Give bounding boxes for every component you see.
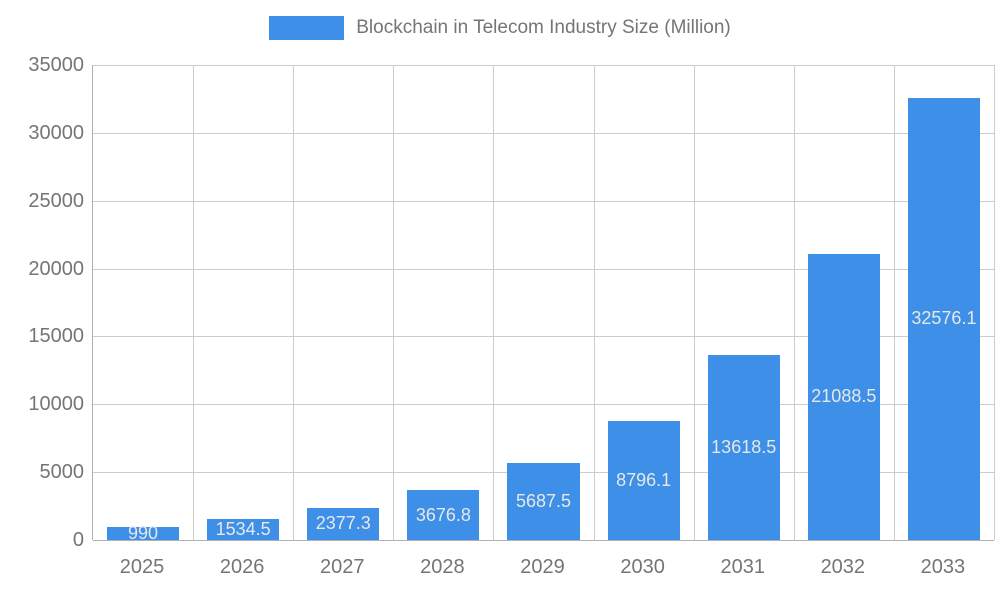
category-separator	[893, 65, 895, 540]
x-tick-label: 2028	[420, 556, 465, 578]
bar: 21088.5	[807, 253, 880, 540]
gridline	[93, 65, 994, 66]
y-tick-label: 20000	[28, 257, 84, 280]
y-tick-label: 5000	[39, 461, 85, 484]
bar-value-label: 32576.1	[911, 308, 977, 329]
gridline	[93, 268, 994, 270]
category-separator	[793, 65, 795, 540]
bar-value-label: 5687.5	[515, 490, 572, 511]
y-tick-label: 10000	[28, 393, 84, 416]
gridline	[93, 200, 994, 202]
bar: 13618.5	[707, 355, 780, 540]
category-separator	[293, 65, 295, 540]
bar-value-label: 1534.5	[215, 519, 271, 540]
x-axis: 2025 2026 2027 2028 2029 2030 2031 2032 2033	[92, 552, 993, 582]
legend: Blockchain in Telecom Industry Size (Mil…	[0, 16, 1000, 40]
bar: 5687.5	[507, 462, 580, 540]
bar-value-label: 8796.1	[616, 469, 672, 490]
y-tick-label: 30000	[28, 121, 84, 144]
category-separator	[493, 65, 495, 540]
x-axis-line	[93, 540, 994, 541]
bar: 990	[107, 523, 180, 543]
x-tick-label: 2027	[320, 556, 365, 578]
y-tick-label: 0	[72, 529, 84, 551]
x-tick-label: 2031	[720, 556, 765, 578]
gridline	[93, 404, 994, 406]
x-tick-label: 2030	[620, 556, 665, 578]
bar-value-label: 3676.8	[415, 504, 471, 525]
bar-value-label: 13618.5	[711, 437, 777, 458]
x-tick-label: 2033	[920, 556, 966, 578]
category-separator	[693, 65, 695, 540]
category-separator	[994, 65, 995, 540]
bar: 32576.1	[907, 97, 980, 540]
bar: 1534.5	[207, 519, 280, 540]
y-tick-label: 35000	[28, 54, 84, 76]
category-separator	[193, 65, 195, 540]
y-tick-label: 15000	[28, 325, 84, 348]
category-separator	[593, 65, 595, 540]
bar-value-label: 990	[128, 522, 159, 543]
x-tick-label: 2025	[119, 556, 165, 578]
bar: 2377.3	[307, 507, 380, 540]
bar: 8796.1	[607, 420, 680, 540]
y-axis: 0 5000 10000 15000 20000 25000 30000 35000	[0, 54, 85, 551]
category-separator	[393, 65, 395, 540]
bar-value-label: 2377.3	[315, 513, 371, 534]
x-tick-label: 2026	[219, 556, 265, 578]
gridline	[93, 132, 994, 134]
x-tick-label: 2032	[820, 556, 866, 578]
legend-swatch	[269, 16, 345, 40]
gridline	[93, 336, 994, 338]
x-tick-label: 2029	[520, 556, 565, 578]
plot-area: 990 1534.5 2377.3 3676.8 5687.5 8796.1 13618.5…	[92, 65, 995, 543]
bar: 3676.8	[407, 490, 480, 540]
bar-value-label: 21088.5	[811, 386, 877, 407]
y-tick-label: 25000	[28, 189, 84, 212]
chart-title: Blockchain in Telecom Industry Size (Mil…	[356, 17, 731, 38]
